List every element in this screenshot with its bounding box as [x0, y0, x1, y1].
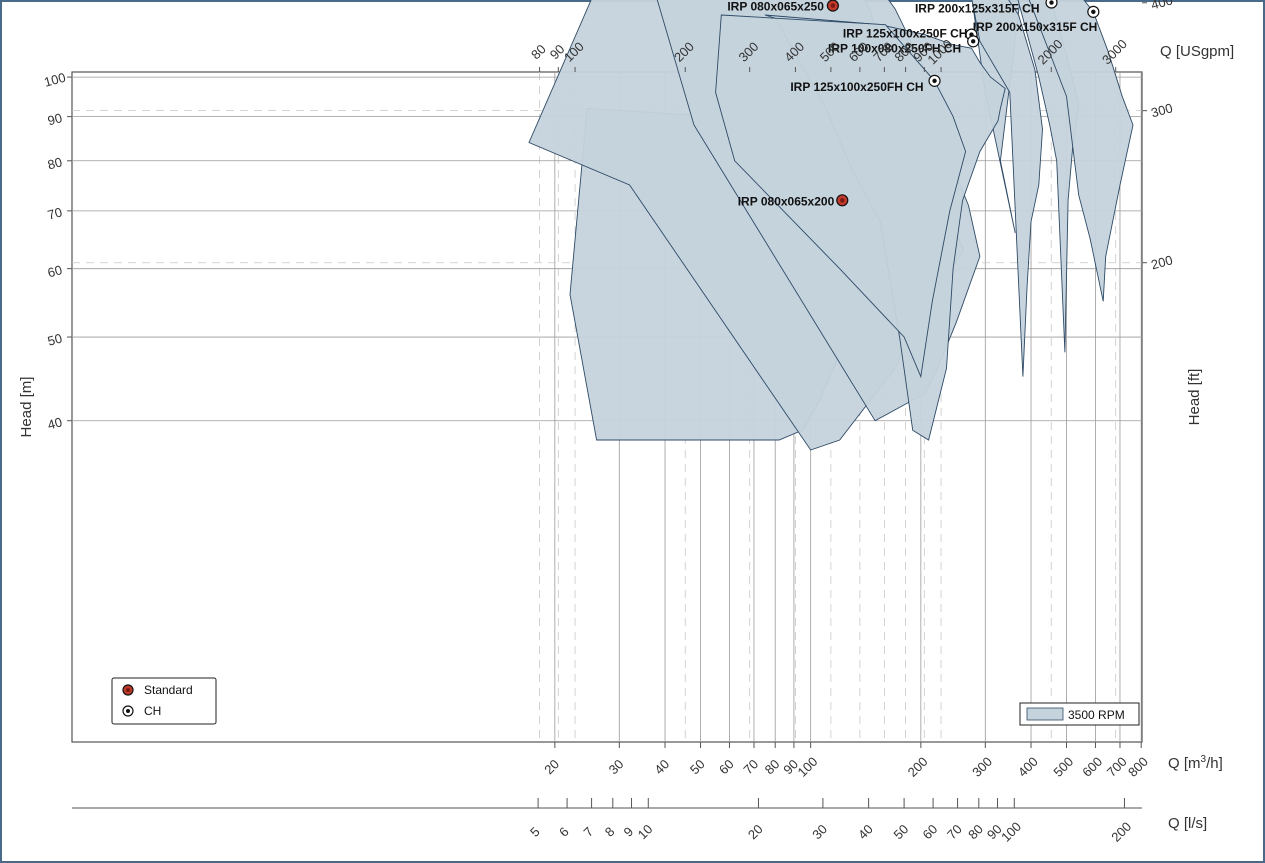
x-tick-label: 200	[905, 754, 931, 780]
y-tick-label: 40	[46, 414, 64, 432]
pump-label: IRP 125x100x250FH CH	[790, 80, 923, 94]
legend-box	[111, 677, 217, 725]
y-axis-label: Head [m]	[18, 377, 35, 438]
y-tick-label: 80	[46, 154, 64, 172]
ls-tick-label: 40	[855, 821, 876, 842]
rpm-legend-label: 3500 RPM	[1068, 708, 1125, 722]
x-tick-label: 100	[795, 754, 821, 780]
pump-label: IRP 080x065x250	[727, 0, 824, 14]
ls-tick-label: 70	[944, 821, 965, 842]
y-right-tick-label: 400	[1149, 0, 1174, 12]
bep-marker-dot	[932, 78, 937, 84]
pump-label: IRP 200x125x315F CH	[915, 2, 1040, 16]
x-tick-label: 500	[1050, 754, 1076, 780]
ls-tick-label: 200	[1108, 819, 1134, 845]
ls-tick-label: 60	[919, 821, 940, 842]
y-tick-label: 60	[46, 262, 64, 280]
x-tick-label: 700	[1104, 754, 1130, 780]
pump-label: IRP 200x150x315F CH	[973, 20, 1098, 34]
legend-label: Standard	[144, 683, 193, 697]
pump-label: IRP 100x080x250FH CH	[828, 41, 961, 55]
y-tick-label: 90	[46, 110, 64, 128]
ls-tick-label: 100	[998, 819, 1024, 845]
pump-region	[1028, 0, 1134, 302]
x-tick-label: 30	[606, 756, 627, 777]
top-axis-label: Q [USgpm]	[1160, 43, 1234, 60]
ls-tick-label: 8	[602, 824, 618, 840]
pump-label: IRP 080x065x200	[738, 194, 835, 208]
x-axis-label: Q [m3/h]	[1168, 754, 1223, 772]
rpm-legend-swatch	[1026, 707, 1064, 721]
bep-marker-dot	[1091, 9, 1096, 15]
x-tick-label: 800	[1125, 754, 1151, 780]
legend-marker-dot	[126, 709, 130, 713]
x-tick-label: 70	[740, 756, 761, 777]
y-right-axis-label: Head [ft]	[1186, 369, 1203, 426]
ls-tick-label: 7	[581, 824, 597, 840]
x-tick-label: 400	[1015, 754, 1041, 780]
x-tick-label: 40	[651, 756, 672, 777]
ls-tick-label: 30	[809, 821, 830, 842]
x-tick-label: 300	[969, 754, 995, 780]
legend-marker-dot	[126, 688, 130, 692]
y-tick-label: 70	[46, 204, 64, 222]
y-tick-label: 50	[46, 331, 64, 349]
ls-tick-label: 6	[556, 824, 572, 840]
bep-marker-dot	[970, 39, 976, 44]
bep-marker-dot	[840, 198, 845, 203]
y-right-tick-label: 300	[1149, 100, 1174, 120]
ls-tick-label: 20	[745, 821, 766, 842]
pump-label: IRP 125x100x250F CH	[843, 27, 968, 41]
bep-marker-dot	[830, 3, 836, 8]
y-tick-label: 100	[42, 70, 67, 90]
x-tick-label: 50	[687, 756, 708, 777]
y-right-tick-label: 200	[1149, 252, 1174, 272]
x-tick-label: 20	[541, 756, 562, 777]
ls-tick-label: 10	[635, 821, 656, 842]
pump-region	[971, 0, 1043, 377]
ls-axis-label: Q [l/s]	[1168, 815, 1207, 832]
x-tick-label: 600	[1079, 754, 1105, 780]
ls-tick-label: 50	[890, 821, 911, 842]
bep-marker-dot	[1049, 0, 1054, 5]
x-tick-label: 60	[716, 756, 737, 777]
legend-label: CH	[144, 704, 161, 718]
ls-tick-label: 5	[527, 824, 543, 840]
